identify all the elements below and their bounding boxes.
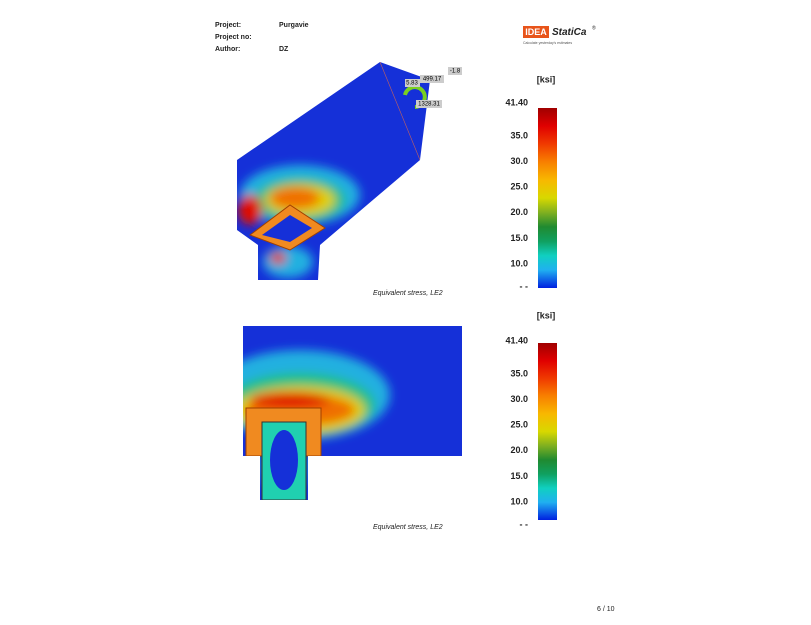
color-bar: [538, 343, 557, 520]
logo-mark: ®: [592, 24, 596, 31]
scale-label: 10.0: [510, 258, 528, 268]
load-label: 499.17: [423, 77, 442, 83]
logo-box: [523, 26, 549, 38]
scale-label: 41.40: [505, 97, 528, 107]
load-label: -1.8: [450, 69, 461, 75]
scale-label: 30.0: [510, 156, 528, 166]
scale-label: 41.40: [505, 335, 528, 345]
figure-2-image: [243, 326, 462, 500]
scale-label: 10.0: [510, 496, 528, 506]
caption: Equivalent stress, LE2: [373, 524, 443, 531]
project-no-label: Project no:: [215, 34, 252, 41]
scale-label: 15.0: [510, 471, 528, 481]
scale-label: 25.0: [510, 182, 528, 192]
caption: Equivalent stress, LE2: [373, 290, 443, 297]
scale-label: - -: [520, 281, 529, 291]
header: Project: Purgavie Project no: Author: DZ: [215, 22, 309, 53]
figure-1-image: [237, 62, 430, 280]
author: DZ: [279, 46, 289, 53]
scale-label: 25.0: [510, 420, 528, 430]
unit-label: [ksi]: [537, 74, 556, 84]
logo-tagline: Calculate yesterday's estimates: [523, 41, 572, 45]
logo-brand: IDEA: [525, 27, 547, 37]
scale-label: 35.0: [510, 368, 528, 378]
scale-label: 20.0: [510, 445, 528, 455]
figure-1-loads: -1.8 499.17 5.83 1328.31: [403, 67, 462, 109]
color-bar: [538, 108, 557, 288]
page-number: 6 / 10: [597, 606, 615, 613]
load-label: 5.83: [406, 81, 418, 87]
project-label: Project:: [215, 22, 241, 29]
scale-label: 20.0: [510, 207, 528, 217]
legends: [538, 108, 557, 520]
scale-label: 35.0: [510, 130, 528, 140]
unit-label: [ksi]: [537, 310, 556, 320]
scale-label: 30.0: [510, 394, 528, 404]
load-label: 1328.31: [418, 102, 440, 108]
author-label: Author:: [215, 46, 240, 53]
scale-label: 15.0: [510, 233, 528, 243]
project: Purgavie: [279, 22, 309, 29]
logo: IDEA StatiCa ® Calculate yesterday's est…: [523, 24, 596, 45]
scale-label: - -: [520, 519, 529, 529]
logo-product: StatiCa: [552, 27, 587, 38]
